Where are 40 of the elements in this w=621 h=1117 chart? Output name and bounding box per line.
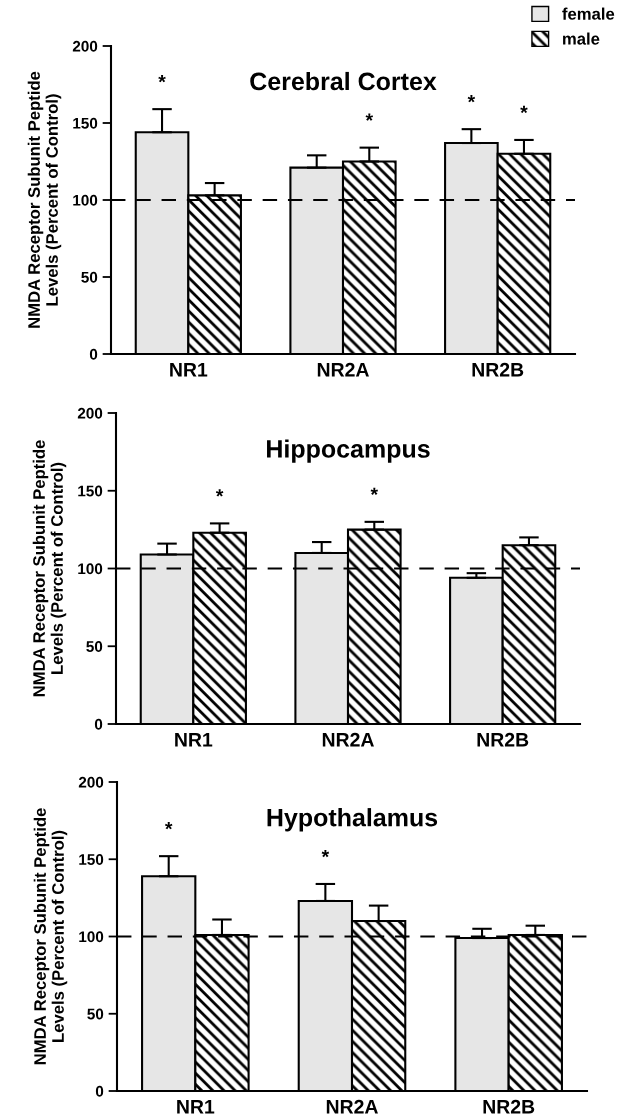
y-tick-label: 200 [78, 776, 104, 788]
y-tick-label: 150 [73, 117, 98, 129]
x-tick-label: NR1 [177, 1100, 215, 1114]
y-tick-label: 50 [86, 641, 103, 652]
y-axis-title: NMDA Receptor Subunit Peptide Levels (Percent of Control) [32, 440, 67, 697]
data-label: * [467, 95, 476, 103]
data-label: * [520, 105, 528, 114]
x-tick-label: NR2A [326, 1099, 378, 1114]
x-tick-label: NR2B [472, 362, 524, 377]
legend-label: male [563, 32, 600, 45]
y-tick-label: 0 [95, 1085, 104, 1097]
data-label: * [158, 75, 166, 83]
y-tick-label: 150 [78, 485, 103, 497]
legend-label: female [562, 7, 615, 20]
x-tick-label: NR2B [477, 732, 529, 747]
y-tick-label: 200 [72, 40, 98, 52]
text: Hypothalamus [267, 808, 438, 832]
y-axis-title: NMDA Receptor Subunit Peptide Levels (Percent of Control) [33, 808, 68, 1065]
text: Hippocampus [267, 439, 430, 463]
y-tick-label: 100 [78, 563, 103, 575]
x-tick-label: NR2A [317, 362, 369, 377]
y-tick-label: 100 [73, 194, 98, 206]
y-axis-title: NMDA Receptor Subunit Peptide Levels (Percent of Control) [27, 71, 62, 328]
data-label: * [164, 822, 173, 830]
y-tick-label: 50 [87, 1008, 104, 1020]
data-label: * [365, 113, 374, 121]
y-tick-label: 100 [79, 931, 104, 943]
y-tick-label: 150 [79, 854, 104, 865]
y-tick-label: 50 [81, 271, 98, 283]
x-tick-label: NR2B [483, 1099, 535, 1114]
y-tick-label: 200 [77, 407, 103, 419]
x-tick-label: NR1 [170, 363, 208, 377]
x-tick-label: NR2A [322, 732, 374, 747]
text: Cerebral Cortex [250, 71, 437, 91]
data-label: * [215, 489, 224, 497]
data-label: * [321, 849, 330, 858]
y-tick-label: 0 [89, 348, 98, 360]
x-tick-label: NR1 [175, 733, 213, 747]
data-label: * [370, 487, 379, 496]
y-tick-label: 0 [94, 718, 103, 730]
